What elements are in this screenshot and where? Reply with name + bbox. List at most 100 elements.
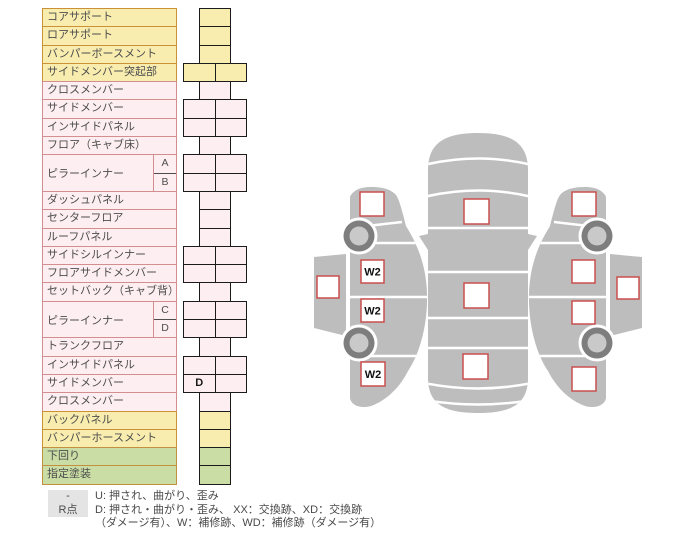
grid-cell[interactable] [198,8,231,28]
part-label: セットバック（キャブ背） [42,282,177,302]
grid-row [183,117,247,138]
legend-line-u: - U: 押され、曲がり、歪み [48,490,381,504]
legend-key-rten: R点 [48,503,88,517]
left-rear-wheel [340,324,378,362]
grid-row [183,300,247,321]
grid-cell[interactable] [214,355,247,375]
part-label: サイドシルインナー [42,245,177,266]
grid-cell[interactable] [183,319,216,339]
grid-cell[interactable] [183,154,216,174]
damage-marker-left-side-front-door[interactable] [360,259,385,284]
part-label: センターフロア [42,209,177,229]
left-mirror-icon [419,234,428,250]
grid-cell[interactable] [214,319,247,339]
part-label: バックパネル [42,410,177,430]
grid-row [183,26,247,46]
part-sublabel: D [154,319,176,338]
legend: - U: 押され、曲がり、歪み R点 D: 押され・曲がり・歪み、 XX：交換跡、X… [48,490,381,531]
grid-cell[interactable] [198,81,231,101]
grid-cell[interactable] [198,209,231,229]
grid-cell[interactable] [183,172,216,192]
grid-cell[interactable] [198,447,231,467]
damage-marker-right-side-rear-door[interactable] [571,300,596,325]
grid-row [183,8,247,28]
part-sublabel: A [161,157,169,170]
grid-cell[interactable] [183,99,216,119]
part-label: 指定塗装 [42,465,177,485]
part-sublabel: C [161,303,169,316]
part-label: ルーフパネル [42,227,177,247]
grid-cell[interactable] [214,99,247,119]
grid-cell[interactable] [214,245,247,266]
legend-key-dash: - [48,490,88,504]
grid-cell[interactable] [198,337,231,357]
damage-marker-left-side-rear-fender[interactable] [360,361,386,387]
part-label: バンパーボースメント [42,44,177,64]
damage-marker-right-side-front-door[interactable] [571,259,596,284]
part-label: コアサポート [42,8,177,28]
part-label: ロアサポート [42,26,177,46]
grid-row [183,190,247,211]
left-front-wheel [340,217,378,255]
grid-cell[interactable] [183,62,216,83]
damage-marker-top-hood[interactable] [463,198,490,225]
part-label: 下回り [42,447,177,467]
grid-row [183,227,247,247]
grid-cell[interactable] [198,26,231,46]
grid-cell[interactable] [214,300,247,321]
grid-cell[interactable] [183,117,216,138]
grid-cell[interactable] [198,428,231,449]
damage-marker-label: W2 [365,369,382,381]
damage-marker-right-side-rear-fender[interactable] [571,366,597,392]
grid-cell[interactable] [183,300,216,321]
grid-cell[interactable] [183,245,216,266]
part-label-group: ピラーインナー A B [42,154,177,192]
damage-marker-top-roof[interactable] [463,282,490,309]
grid-cell[interactable] [198,282,231,302]
grid-cell[interactable] [183,264,216,284]
grid-cell[interactable] [198,44,231,64]
top-view-panel-lines [428,157,528,406]
grid-cell[interactable] [214,264,247,284]
part-label: サイドメンバー [42,373,177,394]
right-mirror-icon [528,234,537,250]
grid-cell[interactable] [214,373,247,394]
grid-cell[interactable]: D [183,373,216,394]
legend-text-u: U: 押され、曲がり、歪み [95,490,219,502]
grid-cell[interactable] [198,392,231,412]
grid-row [183,447,247,467]
part-label: インサイドパネル [42,355,177,375]
right-front-wheel [578,217,616,255]
grid-cell[interactable] [183,355,216,375]
part-label: トランクフロア [42,337,177,357]
grid-cell[interactable] [214,172,247,192]
grid-cell[interactable] [198,190,231,211]
grid-cell[interactable] [198,410,231,430]
damage-marker-top-trunk[interactable] [462,353,489,380]
right-rear-wheel [578,324,616,362]
damage-marker-right-side-window[interactable] [616,276,640,300]
grid-cell[interactable] [198,136,231,156]
parts-table: コアサポート ロアサポート バンパーボースメント サイドメンバー突起部 クロスメンバーサ… [42,8,177,485]
damage-marker-left-side-front-fender[interactable] [359,191,385,217]
grid-row [183,337,247,357]
part-label: ダッシュパネル [42,190,177,211]
damage-marker-left-side-window[interactable] [316,275,340,299]
damage-marker-left-side-rear-door[interactable] [360,298,385,323]
part-label-group: ピラーインナー C D [42,300,177,339]
parts-grid: D [183,8,247,485]
grid-cell[interactable] [214,154,247,174]
grid-row [183,154,247,174]
grid-row [183,245,247,266]
grid-cell[interactable] [214,62,247,83]
part-label: ピラーインナー [47,314,124,327]
grid-cell[interactable] [198,227,231,247]
grid-cell[interactable] [198,465,231,485]
grid-row [183,282,247,302]
grid-cell[interactable] [214,117,247,138]
damage-marker-right-side-front-fender[interactable] [571,191,597,217]
part-label: ピラーインナー [47,168,124,181]
grid-row [183,428,247,449]
grid-row [183,136,247,156]
